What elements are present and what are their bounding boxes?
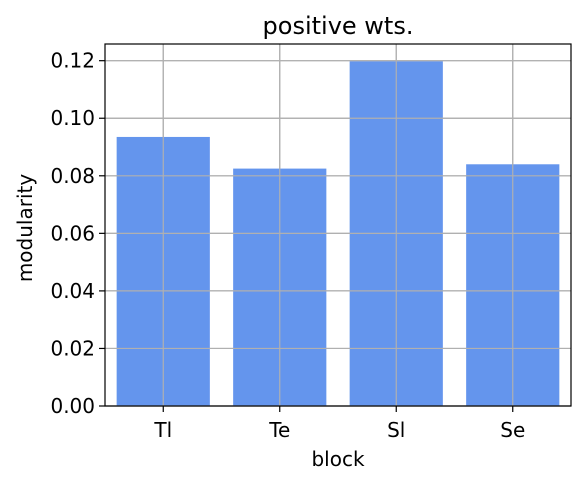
y-tick-label: 0.10	[50, 106, 95, 130]
axis-ticks: 0.00 0.02 0.04 0.06 0.08 0.10 0.12 Tl Te Sl Se	[50, 49, 525, 442]
y-tick-label: 0.06	[50, 221, 95, 245]
y-tick-label: 0.04	[50, 279, 95, 303]
y-tick-label: 0.12	[50, 49, 95, 73]
plot-frame	[104, 43, 572, 407]
y-axis-label: modularity	[13, 174, 37, 283]
x-tick-label: Te	[268, 418, 290, 442]
chart-title: positive wts.	[263, 12, 414, 40]
y-tick-label: 0.00	[50, 394, 95, 418]
x-tick-label: Se	[500, 418, 525, 442]
x-axis-label: block	[311, 447, 364, 471]
x-tick-label: Tl	[153, 418, 172, 442]
y-tick-label: 0.08	[50, 164, 95, 188]
x-tick-label: Sl	[387, 418, 405, 442]
y-grid-lines	[105, 44, 571, 407]
y-tick-label: 0.02	[50, 336, 95, 360]
